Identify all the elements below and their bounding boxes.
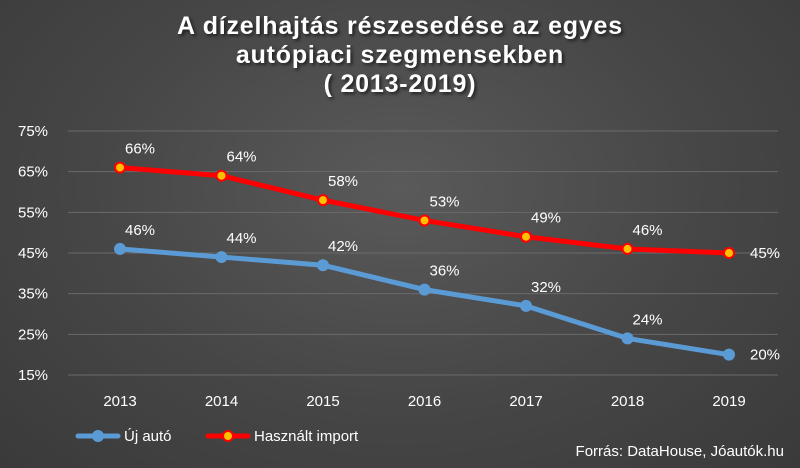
legend: Új autó Használt import: [75, 428, 359, 445]
x-axis-tick-labels: 2013 2014 2015 2016 2017 2018 2019: [103, 393, 745, 410]
legend-marker-0: [92, 430, 104, 442]
data-label: 46%: [125, 222, 155, 239]
data-point-marker: [418, 283, 431, 296]
legend-label-0: Új autó: [124, 428, 172, 445]
data-label: 45%: [750, 245, 780, 262]
x-tick-label: 2015: [306, 393, 339, 410]
x-tick-label: 2016: [408, 393, 441, 410]
data-label: 64%: [226, 149, 256, 166]
x-tick-label: 2014: [205, 393, 238, 410]
x-tick-label: 2019: [712, 393, 745, 410]
x-tick-label: 2017: [509, 393, 542, 410]
data-label: 36%: [429, 263, 459, 280]
data-point-marker: [520, 230, 532, 243]
gridlines: [68, 130, 778, 376]
data-label: 42%: [328, 238, 358, 255]
data-point-marker: [723, 348, 735, 361]
y-tick-label: 35%: [18, 286, 48, 303]
data-point-marker: [621, 332, 634, 345]
chart-title: A dízelhajtás részesedése az egyes autóp…: [0, 12, 800, 99]
data-point-marker: [317, 194, 329, 207]
data-point-marker: [317, 259, 329, 272]
y-tick-label: 45%: [18, 245, 48, 262]
chart-title-line-1: A dízelhajtás részesedése az egyes: [177, 12, 623, 40]
legend-marker-1: [222, 430, 234, 442]
data-label: 66%: [125, 141, 155, 158]
data-label: 32%: [531, 279, 561, 296]
y-axis-tick-labels: 15% 25% 35% 45% 55% 65% 75%: [18, 123, 48, 384]
x-tick-label: 2013: [103, 393, 136, 410]
chart-title-line-2: autópiaci szegmensekben: [235, 41, 565, 69]
series-line-0: [117, 246, 732, 358]
y-tick-label: 75%: [18, 123, 48, 140]
data-label: 58%: [328, 173, 358, 190]
chart-title-line-3: ( 2013-2019): [323, 70, 477, 98]
data-point-marker: [215, 169, 228, 182]
y-tick-label: 65%: [18, 164, 48, 181]
data-point-marker: [114, 161, 126, 174]
legend-label-1: Használt import: [254, 428, 359, 445]
y-tick-label: 55%: [18, 204, 48, 221]
data-point-marker: [418, 214, 431, 227]
data-point-marker: [520, 299, 532, 312]
data-labels: 46% 44% 42% 36% 32% 24% 20% 66% 64% 58% 53% 49% 46% 4…: [125, 141, 780, 364]
data-label: 20%: [750, 347, 780, 364]
data-point-marker: [215, 251, 228, 264]
data-label: 49%: [531, 210, 561, 227]
y-tick-label: 15%: [18, 367, 48, 384]
data-label: 24%: [632, 311, 662, 328]
series-line-1: [117, 165, 732, 256]
source-note: Forrás: DataHouse, Jóautók.hu: [575, 443, 784, 460]
data-point-marker: [723, 247, 735, 259]
data-label: 44%: [226, 230, 256, 247]
data-label: 53%: [429, 193, 459, 210]
series-lines: [114, 161, 735, 361]
y-tick-label: 25%: [18, 326, 48, 343]
x-tick-label: 2018: [611, 393, 644, 410]
data-label: 46%: [632, 222, 662, 239]
data-point-marker: [621, 242, 634, 255]
data-point-marker: [114, 242, 126, 255]
